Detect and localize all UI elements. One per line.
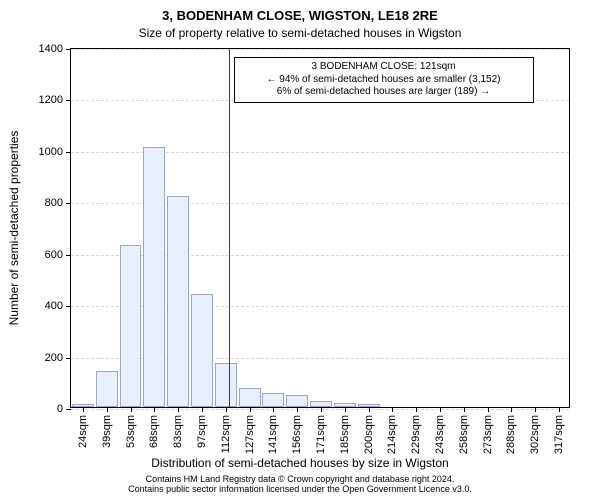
y-tick-label: 1400 <box>39 43 63 55</box>
y-tick-label: 800 <box>45 197 63 209</box>
histogram-bar <box>167 196 189 407</box>
x-tick-label: 317sqm <box>553 415 565 454</box>
y-tick-label: 200 <box>45 352 63 364</box>
footer-line1: Contains HM Land Registry data © Crown c… <box>146 474 455 484</box>
annotation-line: 6% of semi-detached houses are larger (1… <box>238 86 530 99</box>
y-tick-mark <box>66 409 71 410</box>
y-tick-mark <box>66 49 71 50</box>
plot-inner: 020040060080010001200140024sqm39sqm53sqm… <box>71 49 569 407</box>
x-axis-title: Distribution of semi-detached houses by … <box>0 456 600 470</box>
x-tick-label: 185sqm <box>339 415 351 454</box>
y-tick-label: 0 <box>57 403 63 415</box>
x-tick-mark <box>559 407 560 412</box>
x-tick-mark <box>131 407 132 412</box>
x-tick-label: 288sqm <box>505 415 517 454</box>
x-tick-mark <box>535 407 536 412</box>
y-tick-label: 1200 <box>39 94 63 106</box>
x-tick-label: 258sqm <box>458 415 470 454</box>
y-tick-mark <box>66 203 71 204</box>
histogram-bar <box>96 371 118 407</box>
x-tick-label: 39sqm <box>101 415 113 448</box>
x-tick-label: 141sqm <box>267 415 279 454</box>
x-tick-mark <box>488 407 489 412</box>
x-tick-mark <box>273 407 274 412</box>
x-tick-label: 24sqm <box>77 415 89 448</box>
annotation-box: 3 BODENHAM CLOSE: 121sqm← 94% of semi-de… <box>234 57 534 103</box>
x-tick-mark <box>345 407 346 412</box>
y-tick-mark <box>66 100 71 101</box>
x-tick-mark <box>511 407 512 412</box>
histogram-bar <box>120 245 142 407</box>
x-tick-label: 214sqm <box>386 415 398 454</box>
chart-title-line1: 3, BODENHAM CLOSE, WIGSTON, LE18 2RE <box>0 8 600 23</box>
x-tick-mark <box>392 407 393 412</box>
x-tick-mark <box>107 407 108 412</box>
x-tick-mark <box>440 407 441 412</box>
y-tick-mark <box>66 152 71 153</box>
reference-line <box>229 49 230 407</box>
x-tick-mark <box>369 407 370 412</box>
x-tick-label: 229sqm <box>410 415 422 454</box>
x-tick-mark <box>464 407 465 412</box>
x-tick-mark <box>154 407 155 412</box>
x-tick-label: 53sqm <box>125 415 137 448</box>
y-tick-label: 400 <box>45 300 63 312</box>
y-tick-mark <box>66 358 71 359</box>
x-tick-label: 273sqm <box>482 415 494 454</box>
x-tick-mark <box>416 407 417 412</box>
x-tick-label: 171sqm <box>315 415 327 454</box>
histogram-bar <box>191 294 213 407</box>
y-tick-label: 600 <box>45 249 63 261</box>
histogram-bar <box>262 393 284 407</box>
x-tick-label: 127sqm <box>244 415 256 454</box>
x-tick-label: 156sqm <box>291 415 303 454</box>
x-tick-mark <box>321 407 322 412</box>
x-tick-mark <box>178 407 179 412</box>
footer-line2: Contains public sector information licen… <box>128 484 472 494</box>
histogram-bar <box>215 363 237 407</box>
x-tick-label: 302sqm <box>529 415 541 454</box>
histogram-bar <box>143 147 165 407</box>
x-tick-label: 112sqm <box>220 415 232 453</box>
chart-title-line2: Size of property relative to semi-detach… <box>0 26 600 40</box>
annotation-line: 3 BODENHAM CLOSE: 121sqm <box>238 61 530 74</box>
plot-area: 020040060080010001200140024sqm39sqm53sqm… <box>70 48 570 408</box>
y-tick-mark <box>66 306 71 307</box>
x-tick-label: 97sqm <box>196 415 208 448</box>
gridline <box>71 49 569 50</box>
y-tick-mark <box>66 255 71 256</box>
chart-container: 3, BODENHAM CLOSE, WIGSTON, LE18 2RE Siz… <box>0 0 600 500</box>
histogram-bar <box>239 388 261 407</box>
x-tick-label: 243sqm <box>434 415 446 454</box>
y-tick-label: 1000 <box>39 146 63 158</box>
footer-attribution: Contains HM Land Registry data © Crown c… <box>0 474 600 495</box>
x-tick-mark <box>83 407 84 412</box>
x-tick-label: 83sqm <box>172 415 184 448</box>
x-tick-mark <box>226 407 227 412</box>
x-tick-label: 200sqm <box>363 415 375 454</box>
x-tick-label: 68sqm <box>148 415 160 448</box>
y-axis-title: Number of semi-detached properties <box>7 131 21 326</box>
x-tick-mark <box>202 407 203 412</box>
x-tick-mark <box>297 407 298 412</box>
annotation-line: ← 94% of semi-detached houses are smalle… <box>238 74 530 87</box>
x-tick-mark <box>250 407 251 412</box>
histogram-bar <box>286 395 308 407</box>
gridline <box>71 409 569 410</box>
